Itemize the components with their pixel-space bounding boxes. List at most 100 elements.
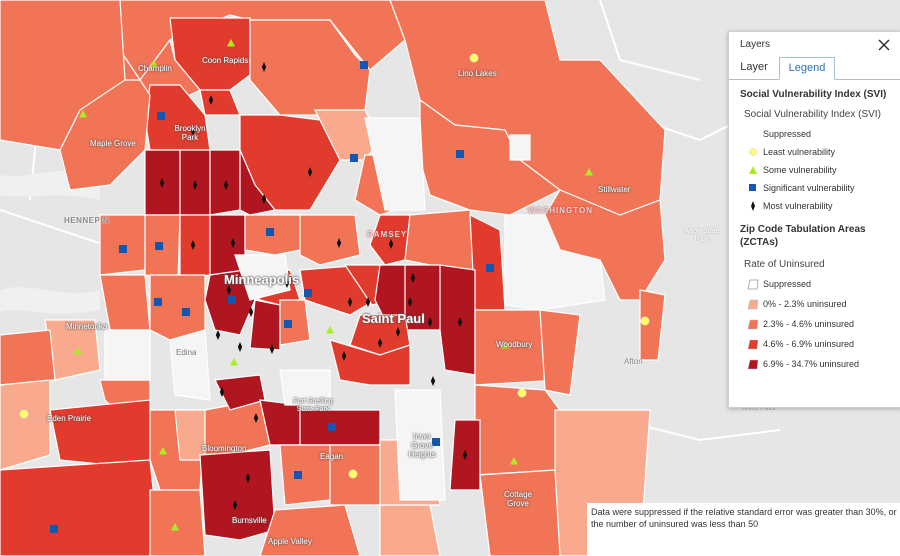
most-vulnerability-marker[interactable] (336, 238, 342, 248)
significant-vulnerability-marker[interactable] (304, 289, 312, 297)
most-vulnerability-marker[interactable] (457, 317, 463, 327)
most-vulnerability-marker[interactable] (219, 387, 225, 397)
zcta-polygon[interactable] (0, 0, 126, 151)
zcta-polygon[interactable] (279, 299, 311, 346)
most-vulnerability-marker[interactable] (261, 62, 267, 72)
zcta-polygon-suppressed[interactable] (234, 254, 291, 301)
zcta-polygon[interactable] (0, 459, 161, 556)
zcta-polygon-suppressed[interactable] (104, 329, 151, 381)
zcta-polygon[interactable] (199, 89, 241, 116)
most-vulnerability-marker[interactable] (159, 178, 165, 188)
least-vulnerability-marker[interactable] (348, 469, 358, 479)
significant-vulnerability-marker[interactable] (182, 308, 190, 316)
most-vulnerability-marker[interactable] (377, 338, 383, 348)
significant-vulnerability-marker[interactable] (266, 228, 274, 236)
most-vulnerability-marker[interactable] (410, 273, 416, 283)
zcta-polygon[interactable] (259, 504, 361, 556)
most-vulnerability-marker[interactable] (347, 297, 353, 307)
most-vulnerability-marker[interactable] (226, 285, 232, 295)
tab-legend[interactable]: Legend (779, 57, 835, 80)
significant-vulnerability-marker[interactable] (228, 296, 236, 304)
significant-vulnerability-marker[interactable] (350, 154, 358, 162)
significant-vulnerability-marker[interactable] (155, 242, 163, 250)
significant-vulnerability-marker[interactable] (328, 423, 336, 431)
zcta-polygon[interactable] (149, 489, 206, 556)
zcta-polygons[interactable] (0, 0, 666, 556)
zcta-polygon[interactable] (199, 449, 276, 541)
zcta-polygon[interactable] (419, 98, 562, 216)
some-vulnerability-marker[interactable] (230, 358, 238, 366)
zcta-polygon[interactable] (179, 214, 211, 281)
most-vulnerability-marker[interactable] (462, 450, 468, 460)
zcta-polygon[interactable] (479, 469, 561, 556)
zcta-polygon[interactable] (49, 399, 151, 471)
zcta-polygon[interactable] (404, 209, 476, 271)
zcta-polygon[interactable] (539, 309, 581, 396)
most-vulnerability-marker[interactable] (284, 278, 290, 288)
zcta-polygon[interactable] (439, 264, 476, 376)
some-vulnerability-marker[interactable] (74, 347, 82, 355)
significant-vulnerability-marker[interactable] (50, 525, 58, 533)
zcta-polygon[interactable] (0, 329, 56, 386)
most-vulnerability-marker[interactable] (365, 297, 371, 307)
zcta-polygon[interactable] (474, 384, 561, 476)
some-vulnerability-marker[interactable] (585, 168, 593, 176)
zcta-polygon[interactable] (99, 274, 151, 331)
most-vulnerability-marker[interactable] (237, 342, 243, 352)
most-vulnerability-marker[interactable] (253, 413, 259, 423)
zcta-polygon-suppressed[interactable] (504, 214, 606, 311)
significant-vulnerability-marker[interactable] (486, 264, 494, 272)
zcta-polygon[interactable] (329, 339, 411, 386)
most-vulnerability-marker[interactable] (192, 180, 198, 190)
zcta-polygon[interactable] (149, 274, 206, 341)
zcta-polygon[interactable] (299, 409, 381, 446)
most-vulnerability-marker[interactable] (407, 297, 413, 307)
least-vulnerability-marker[interactable] (640, 316, 650, 326)
significant-vulnerability-marker[interactable] (432, 438, 440, 446)
most-vulnerability-marker[interactable] (232, 500, 238, 510)
most-vulnerability-marker[interactable] (215, 330, 221, 340)
most-vulnerability-marker[interactable] (190, 240, 196, 250)
least-vulnerability-marker[interactable] (517, 388, 527, 398)
most-vulnerability-marker[interactable] (395, 327, 401, 337)
some-vulnerability-marker[interactable] (171, 523, 179, 531)
zcta-polygon[interactable] (379, 504, 441, 556)
tab-layer[interactable]: Layer (740, 61, 768, 73)
zcta-polygon[interactable] (174, 409, 206, 461)
zcta-polygon-suppressed[interactable] (394, 389, 446, 501)
zcta-polygon-suppressed[interactable] (169, 329, 211, 401)
significant-vulnerability-marker[interactable] (360, 61, 368, 69)
zcta-polygon[interactable] (299, 214, 361, 266)
most-vulnerability-marker[interactable] (230, 238, 236, 248)
most-vulnerability-marker[interactable] (245, 473, 251, 483)
most-vulnerability-marker[interactable] (341, 351, 347, 361)
some-vulnerability-marker[interactable] (150, 60, 158, 68)
significant-vulnerability-marker[interactable] (119, 245, 127, 253)
most-vulnerability-marker[interactable] (307, 167, 313, 177)
most-vulnerability-marker[interactable] (261, 194, 267, 204)
least-vulnerability-marker[interactable] (469, 53, 479, 63)
significant-vulnerability-marker[interactable] (154, 298, 162, 306)
some-vulnerability-marker[interactable] (79, 110, 87, 118)
zcta-polygon[interactable] (0, 379, 51, 471)
zcta-polygon-suppressed[interactable] (279, 369, 331, 406)
zcta-polygon-suppressed[interactable] (364, 117, 426, 211)
some-vulnerability-marker[interactable] (510, 457, 518, 465)
close-icon[interactable] (875, 36, 893, 54)
some-vulnerability-marker[interactable] (501, 341, 509, 349)
zcta-polygon[interactable] (214, 374, 266, 411)
most-vulnerability-marker[interactable] (248, 307, 254, 317)
zcta-polygon[interactable] (239, 149, 277, 216)
some-vulnerability-marker[interactable] (159, 447, 167, 455)
zcta-polygon[interactable] (249, 299, 281, 351)
most-vulnerability-marker[interactable] (269, 344, 275, 354)
most-vulnerability-marker[interactable] (223, 180, 229, 190)
most-vulnerability-marker[interactable] (208, 95, 214, 105)
most-vulnerability-marker[interactable] (388, 239, 394, 249)
most-vulnerability-marker[interactable] (427, 317, 433, 327)
significant-vulnerability-marker[interactable] (284, 320, 292, 328)
some-vulnerability-marker[interactable] (227, 39, 235, 47)
significant-vulnerability-marker[interactable] (294, 471, 302, 479)
zcta-polygon[interactable] (369, 214, 411, 266)
